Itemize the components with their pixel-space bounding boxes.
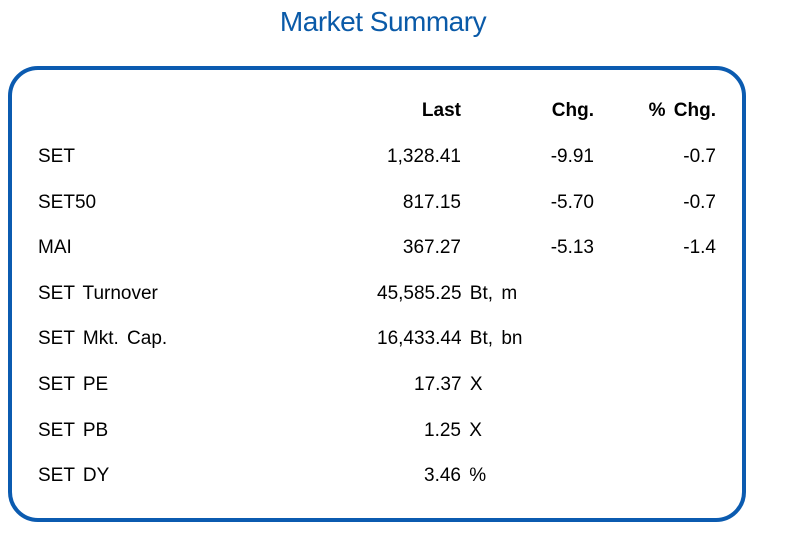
column-header-last: Last — [421, 100, 461, 121]
index-name: MAI — [38, 237, 72, 258]
index-name: SET50 — [38, 192, 97, 213]
stat-label-pb: SET PB — [38, 420, 109, 441]
stat-value-dy: 3.46 % — [424, 465, 487, 486]
index-chg: -9.91 — [550, 146, 594, 167]
stat-value-pb: 1.25 X — [424, 420, 482, 441]
index-pct-chg: -0.7 — [683, 192, 716, 213]
index-chg: -5.70 — [550, 192, 594, 213]
index-last: 1,328.41 — [387, 146, 461, 167]
index-last: 817.15 — [402, 192, 461, 213]
index-chg: -5.13 — [550, 237, 594, 258]
page-title: Market Summary — [279, 6, 487, 37]
index-last: 367.27 — [402, 237, 461, 258]
stat-label-pe: SET PE — [38, 374, 109, 395]
column-header-pct-chg: % Chg. — [648, 100, 716, 121]
market-summary-panel — [8, 66, 746, 522]
stat-value-mkt-cap: 16,433.44 Bt, bn — [377, 328, 523, 349]
column-header-chg: Chg. — [551, 100, 594, 121]
stat-value-pe: 17.37 X — [414, 374, 483, 395]
index-pct-chg: -1.4 — [683, 237, 716, 258]
index-name: SET — [38, 146, 75, 167]
stat-value-turnover: 45,585.25 Bt, m — [377, 283, 518, 304]
stat-label-turnover: SET Turnover — [38, 283, 158, 304]
stat-label-mkt-cap: SET Mkt. Cap. — [38, 328, 168, 349]
index-pct-chg: -0.7 — [683, 146, 716, 167]
stat-label-dy: SET DY — [38, 465, 110, 486]
